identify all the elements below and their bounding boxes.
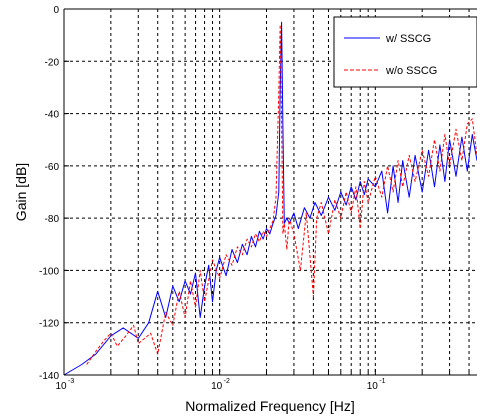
x-tick-label: 10 -3 <box>55 378 74 392</box>
x-tick-label-exponent: -3 <box>68 378 74 385</box>
legend-box <box>333 16 477 88</box>
legend-label-w-sscg: w/ SSCG <box>385 33 431 45</box>
x-tick-label-exponent: -2 <box>224 378 230 385</box>
x-tick-label: 10 -1 <box>367 378 386 392</box>
y-tick-label: -20 <box>45 57 60 68</box>
y-tick-label: -100 <box>39 266 59 277</box>
legend-label-wo-sscg: w/o SSCG <box>385 65 437 77</box>
y-tick-labels: 0 -20 -40 -60 -80 -100 -120 -140 <box>39 5 59 382</box>
x-axis-label: Normalized Frequency [Hz] <box>185 398 355 414</box>
series-layer <box>63 21 477 376</box>
y-tick-label: -80 <box>45 214 60 225</box>
y-axis-label: Gain [dB] <box>13 163 29 221</box>
x-tick-labels: 10 -3 10 -2 10 -1 <box>55 378 385 392</box>
x-tick-label-base: 10 <box>211 381 223 392</box>
x-tick-label-base: 10 <box>55 381 67 392</box>
series-line-w-sscg <box>63 21 477 376</box>
ticks <box>63 8 470 376</box>
x-tick-label-exponent: -1 <box>379 378 385 385</box>
y-tick-label: -40 <box>45 110 60 121</box>
series-line-wo-sscg <box>86 24 477 365</box>
x-tick-label-base: 10 <box>367 381 379 392</box>
x-tick-label: 10 -2 <box>211 378 230 392</box>
y-tick-label: -60 <box>45 162 60 173</box>
y-tick-label: 0 <box>53 5 59 16</box>
legend: w/ SSCG w/o SSCG <box>333 16 477 88</box>
y-tick-label: -120 <box>39 319 59 330</box>
y-tick-label: -140 <box>39 371 59 382</box>
